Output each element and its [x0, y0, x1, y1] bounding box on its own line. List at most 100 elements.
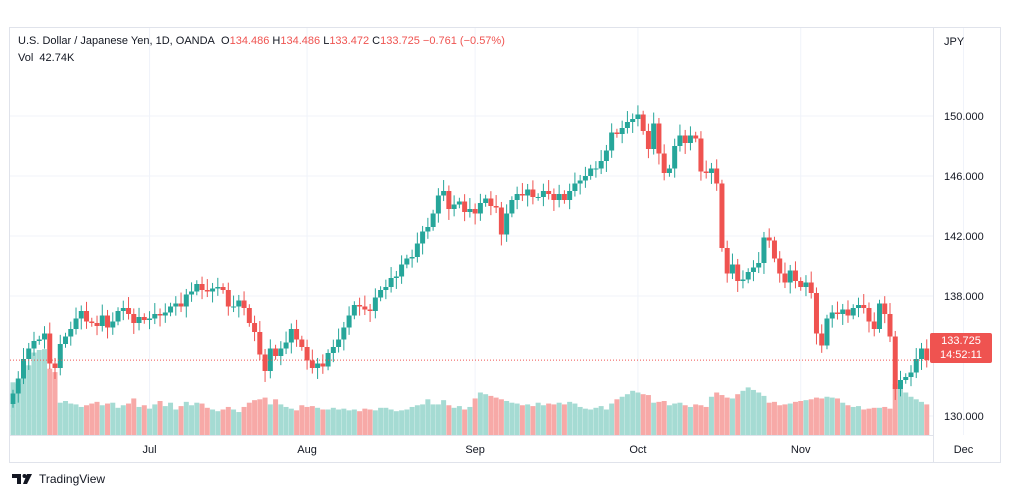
volume-bar [110, 403, 115, 435]
symbol-title[interactable]: U.S. Dollar / Japanese Yen, 1D, OANDA [18, 35, 215, 47]
candle-body [635, 115, 640, 120]
high-value: 134.486 [280, 35, 320, 47]
footer-brand[interactable]: TradingView [12, 472, 105, 486]
volume-bar [131, 398, 136, 435]
candle-body [168, 307, 173, 313]
candle-body [693, 136, 698, 139]
volume-bar [215, 411, 220, 435]
volume-bar [100, 405, 105, 435]
candle-body [567, 191, 572, 200]
ohlc-legend: U.S. Dollar / Japanese Yen, 1D, OANDA O1… [18, 35, 505, 47]
candle-body [221, 287, 226, 290]
y-tick-label: 130.000 [944, 411, 984, 423]
candle-body [840, 310, 845, 315]
candle-body [483, 199, 488, 204]
volume-bar [630, 391, 635, 435]
candle-body [515, 194, 520, 200]
y-tick-label: 138.000 [944, 291, 984, 303]
candle-body [914, 359, 919, 373]
candle-body [315, 364, 320, 369]
candle-body [809, 283, 814, 294]
volume-bar [641, 394, 646, 435]
volume-bar [578, 407, 583, 435]
candle-body [399, 265, 404, 277]
candle-body [835, 313, 840, 315]
candle-body [32, 341, 37, 349]
candle-body [756, 263, 761, 268]
volume-bar [420, 404, 425, 435]
candle-body [583, 176, 588, 181]
last-price: 133.725 [930, 334, 992, 348]
volume-bar [567, 402, 572, 435]
volume-bar [84, 405, 89, 435]
candle-body [289, 329, 294, 343]
candle-body [730, 265, 735, 274]
volume-bar [462, 410, 467, 436]
candle-body [131, 314, 136, 323]
volume-bar [336, 410, 341, 436]
volume-bar [210, 410, 215, 436]
volume-bar [840, 403, 845, 435]
candle-body [294, 329, 299, 340]
candle-body [667, 169, 672, 174]
candle-body [278, 349, 283, 357]
candle-body [877, 304, 882, 330]
volume-bar [714, 393, 719, 436]
volume-bar [625, 394, 630, 435]
volume-bar [273, 399, 278, 435]
candle-body [887, 314, 892, 337]
volume-bar [651, 403, 656, 435]
volume-bar [310, 406, 315, 435]
candle-body [893, 337, 898, 390]
candle-body [525, 190, 530, 196]
candle-body [410, 257, 415, 259]
close-label: C [372, 35, 380, 47]
candle-body [310, 361, 315, 369]
candle-body [803, 283, 808, 288]
volume-bar [488, 396, 493, 435]
bar-countdown: 14:52:11 [930, 348, 992, 362]
volume-bar [819, 398, 824, 435]
candle-body [89, 322, 94, 324]
volume-bar [179, 406, 184, 435]
volume-bar [147, 409, 152, 435]
candle-body [620, 128, 625, 134]
volume-bar [546, 404, 551, 435]
volume-bar [352, 410, 357, 436]
volume-bar [252, 400, 257, 435]
volume-bar [620, 397, 625, 435]
candle-body [751, 268, 756, 273]
candle-body [105, 316, 110, 328]
volume-bar [562, 404, 567, 435]
volume-bar [688, 407, 693, 435]
candle-body [919, 349, 924, 360]
volume-bar [315, 408, 320, 435]
candle-body [452, 205, 457, 210]
candle-body [357, 305, 362, 307]
volume-bar [782, 404, 787, 435]
candle-body [530, 190, 535, 198]
candle-body [37, 340, 42, 342]
volume-bar [137, 407, 142, 435]
candle-body [557, 194, 562, 200]
x-tick-label: Aug [297, 444, 317, 456]
volume-bar [473, 398, 478, 435]
candle-body [499, 208, 504, 235]
candle-body [604, 151, 609, 162]
volume-bar [247, 403, 252, 435]
candle-body [536, 197, 541, 198]
volume-bar [677, 403, 682, 435]
volume-bar [761, 396, 766, 435]
candle-body [331, 347, 336, 353]
open-value: 134.486 [230, 35, 270, 47]
candle-body [740, 280, 745, 282]
candle-body [488, 199, 493, 207]
volume-bar [278, 404, 283, 435]
candle-body [263, 355, 268, 372]
volume-bar [509, 403, 514, 435]
volume-bar [693, 404, 698, 435]
volume-bar [326, 410, 331, 436]
last-price-badge: 133.725 14:52:11 [930, 333, 992, 363]
volume-bar [604, 410, 609, 436]
